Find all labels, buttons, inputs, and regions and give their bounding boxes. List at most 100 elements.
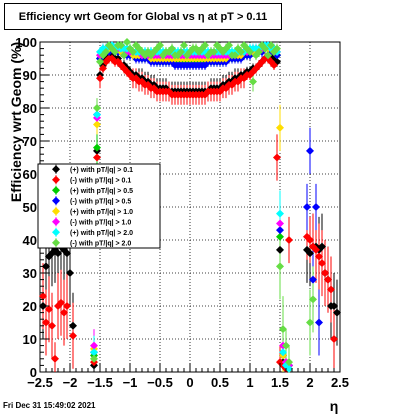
- data-point: [114, 57, 122, 66]
- data-point: [330, 302, 338, 310]
- data-point: [54, 249, 62, 258]
- data-point: [276, 262, 284, 271]
- legend-marker: [52, 217, 60, 226]
- data-point: [327, 285, 335, 294]
- data-point: [93, 153, 101, 162]
- data-point: [276, 123, 284, 132]
- data-point: [231, 51, 239, 60]
- data-point: [45, 305, 53, 314]
- data-point: [117, 41, 125, 50]
- y-tick-label: 80: [23, 101, 37, 116]
- data-point: [120, 51, 128, 60]
- y-tick-label: 100: [15, 35, 37, 50]
- legend: (+) with pT/|q| > 0.1 (-) with pT/|q| > 0…: [37, 163, 161, 249]
- y-tick-label: 70: [23, 134, 37, 149]
- legend-label: (-) with pT/|q| > 0.1: [70, 177, 131, 184]
- data-point: [273, 153, 281, 162]
- data-point: [276, 226, 284, 235]
- legend-marker: [52, 207, 60, 216]
- data-point: [93, 120, 101, 129]
- data-point: [129, 47, 137, 56]
- legend-label: (-) with pT/|q| > 1.0: [70, 219, 131, 226]
- data-point: [264, 51, 272, 60]
- data-point: [90, 354, 98, 363]
- data-point: [261, 44, 269, 53]
- data-point: [48, 321, 56, 330]
- legend-label: (+) with pT/|q| > 0.5: [70, 188, 133, 195]
- data-point: [285, 236, 293, 244]
- data-point: [309, 295, 317, 304]
- data-point: [96, 57, 104, 66]
- axis-ticks: −2.5 −2 −1.5 −1 −0.5 0 0.5 1 1.5 2 2.5 0 10 20 30 40 50 6…: [15, 35, 349, 390]
- data-point: [69, 331, 77, 340]
- x-tick-label: −2: [63, 375, 78, 390]
- data-point: [312, 245, 320, 254]
- data-point: [306, 249, 314, 258]
- x-tick-label: 0: [186, 375, 193, 390]
- x-axis-title: η: [330, 398, 339, 414]
- legend-marker: [52, 175, 60, 184]
- y-axis-title: Efficiency wrt Geom (%): [8, 42, 24, 202]
- data-point: [63, 302, 71, 310]
- legend-label: (+) with pT/|q| > 2.0: [70, 230, 133, 237]
- x-tick-label: −1.5: [87, 375, 113, 390]
- legend-box: [37, 163, 161, 249]
- data-point: [270, 61, 278, 70]
- data-point: [306, 318, 314, 327]
- chart-title: Efficiency wrt Geom for Global vs η at p…: [4, 3, 282, 30]
- legend-marker: [52, 196, 60, 205]
- data-point: [102, 47, 110, 56]
- data-point: [201, 41, 209, 50]
- legend-label: (-) with pT/|q| > 0.5: [70, 198, 131, 205]
- data-point: [330, 335, 338, 343]
- data-point: [315, 318, 323, 327]
- data-point: [309, 275, 317, 284]
- y-tick-label: 90: [23, 68, 37, 83]
- data-point: [279, 348, 287, 357]
- data-point: [156, 41, 164, 50]
- data-point: [318, 242, 326, 251]
- data-point: [63, 249, 71, 258]
- data-point: [90, 341, 98, 350]
- data-point: [99, 64, 107, 73]
- data-point: [276, 219, 284, 228]
- y-tick-label: 30: [23, 266, 37, 281]
- legend-label: (+) with pT/|q| > 0.1: [70, 167, 133, 174]
- y-tick-label: 50: [23, 200, 37, 215]
- y-tick-label: 0: [30, 365, 37, 380]
- data-point: [255, 47, 263, 56]
- data-point: [267, 41, 275, 50]
- data-point: [276, 245, 284, 254]
- y-tick-label: 20: [23, 299, 37, 314]
- data-markers: [39, 38, 341, 373]
- data-point: [111, 47, 119, 56]
- data-point: [279, 325, 287, 334]
- data-point: [51, 354, 59, 363]
- data-point: [267, 57, 275, 66]
- x-tick-label: 1: [246, 375, 253, 390]
- data-point: [249, 77, 257, 86]
- legend-marker: [52, 165, 60, 174]
- legend-label: (+) with pT/|q| > 1.0: [70, 209, 133, 216]
- legend-marker: [52, 186, 60, 195]
- data-point: [312, 203, 320, 211]
- data-point: [321, 269, 329, 277]
- x-tick-label: −0.5: [147, 375, 173, 390]
- y-tick-label: 10: [23, 332, 37, 347]
- x-tick-label: 2: [306, 375, 313, 390]
- x-tick-label: 1.5: [271, 375, 289, 390]
- data-point: [273, 44, 281, 53]
- data-point: [93, 110, 101, 119]
- data-point: [315, 252, 323, 261]
- data-point: [285, 364, 293, 373]
- data-point: [273, 57, 281, 66]
- x-tick-label: 0.5: [211, 375, 229, 390]
- x-tick-label: 2.5: [331, 375, 349, 390]
- x-tick-label: −1: [123, 375, 138, 390]
- x-tick-label: −2.5: [27, 375, 53, 390]
- data-point: [39, 292, 47, 301]
- data-point: [318, 259, 326, 268]
- data-point: [210, 47, 218, 56]
- data-point: [93, 104, 101, 112]
